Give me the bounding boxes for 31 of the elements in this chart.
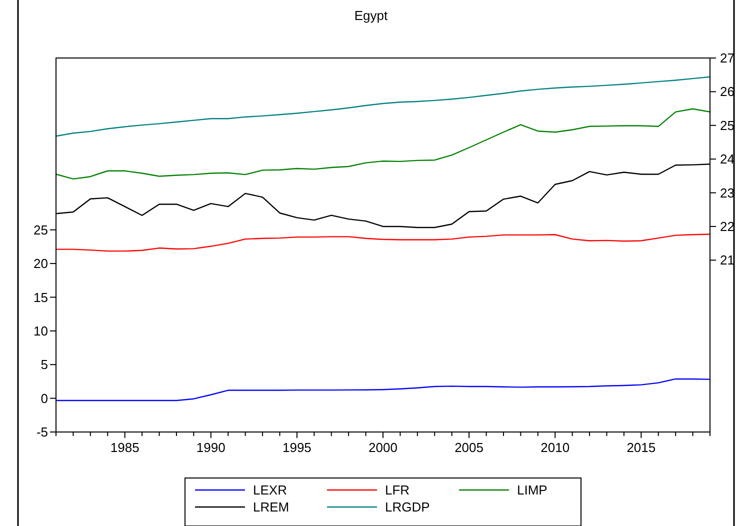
legend-label: LFR <box>385 482 410 498</box>
legend-label: LIMP <box>517 482 548 498</box>
legend-label: LRGDP <box>385 500 430 515</box>
legend-label: LEXR <box>253 482 287 498</box>
y-tick-label: 10 <box>34 323 48 338</box>
y-tick-label: 25 <box>34 222 48 238</box>
legend-label: LREM <box>253 500 290 515</box>
y2-tick-label: 25 <box>720 118 734 133</box>
y2-tick-label: 24 <box>720 152 734 167</box>
line-series <box>56 108 710 180</box>
y2-tick-label: 22 <box>720 219 734 234</box>
y-tick-label: 0 <box>40 390 48 406</box>
x-tick-label: 2010 <box>540 440 570 455</box>
x-tick-label: 2000 <box>368 440 398 455</box>
y2-tick-label: 27 <box>720 50 734 66</box>
line-series <box>56 234 710 252</box>
x-tick-label: 1995 <box>282 440 312 455</box>
x-tick-label: 1985 <box>110 440 140 455</box>
line-series <box>56 76 710 137</box>
y-tick-label: -5 <box>36 424 48 440</box>
y2-tick-label: 21 <box>720 252 734 268</box>
y2-tick-label: 23 <box>720 185 734 200</box>
y-tick-label: 20 <box>34 256 48 272</box>
x-tick-label: 2015 <box>626 440 656 455</box>
x-tick-label: 1990 <box>196 440 226 455</box>
y-tick-label: 5 <box>40 357 48 372</box>
chart-title: Egypt <box>354 8 388 23</box>
line-series <box>56 378 710 402</box>
y-tick-label: 15 <box>34 290 48 305</box>
x-tick-label: 2005 <box>454 440 484 455</box>
y2-tick-label: 26 <box>720 84 734 100</box>
